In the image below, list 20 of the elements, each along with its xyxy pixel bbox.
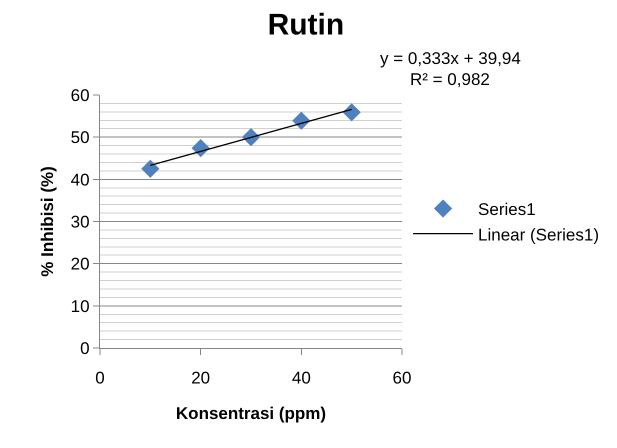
y-axis-title: % Inhibisi (%)	[38, 166, 58, 277]
chart-title: Rutin	[268, 8, 344, 42]
x-axis-title: Konsentrasi (ppm)	[176, 404, 326, 423]
text: y = 0,333x + 39,94	[380, 49, 521, 68]
point	[342, 103, 361, 122]
y-tick-label: 50	[70, 128, 90, 148]
y-tick-label: 10	[70, 296, 90, 316]
x-tick-label: 0	[95, 368, 105, 388]
x-tick-label: 60	[392, 368, 412, 388]
legend-label: Linear (Series1)	[478, 225, 599, 244]
x-tick-label: 20	[191, 368, 210, 388]
y-tick-label: 0	[80, 338, 90, 358]
x-tick-label: 40	[292, 368, 311, 388]
point	[141, 160, 160, 178]
y-tick-label: 20	[70, 254, 90, 274]
text: R² = 0,982	[410, 70, 490, 89]
y-tick-label: 40	[70, 170, 90, 190]
y-tick-label: 60	[70, 86, 90, 105]
y-tick-label: 30	[70, 212, 90, 232]
legend-label: Series1	[478, 200, 536, 220]
